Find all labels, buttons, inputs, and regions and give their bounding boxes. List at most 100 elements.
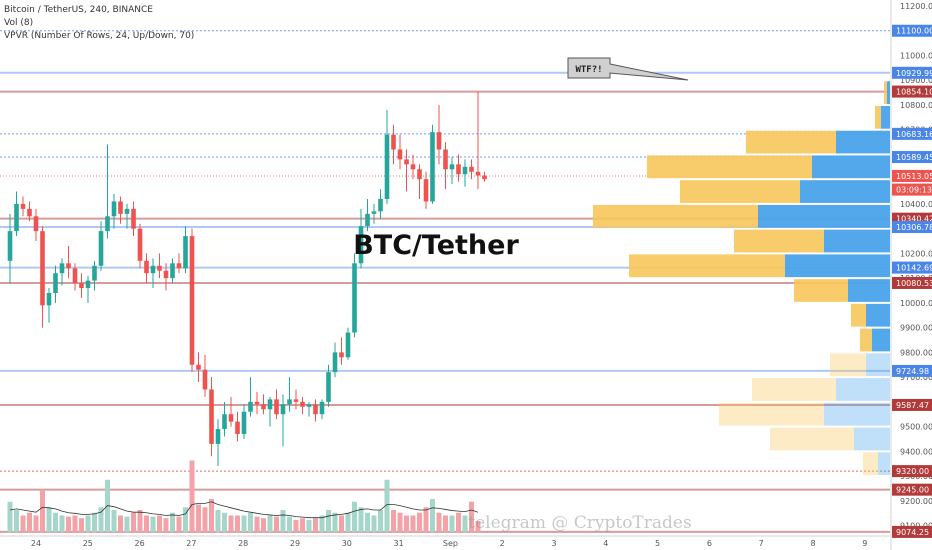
price-level-label: 10513.05 — [896, 172, 932, 181]
candle-body — [183, 236, 188, 269]
chart-legend: Bitcoin / TetherUS, 240, BINANCE Vol (8)… — [4, 4, 194, 43]
candle-body — [92, 265, 97, 281]
volume-bar — [423, 507, 429, 532]
vpvr-down-bar — [881, 105, 890, 129]
x-tick-label: 4 — [603, 539, 608, 548]
volume-bar — [228, 515, 234, 532]
x-tick-label: Sep — [443, 539, 458, 548]
candle-body — [27, 208, 32, 217]
x-tick-label: 26 — [135, 539, 145, 548]
y-tick-label: 9700.00 — [900, 373, 932, 382]
volume-bar — [384, 479, 390, 532]
candle-body — [462, 166, 468, 175]
countdown-label: 03:09:13 — [896, 186, 932, 195]
volume-bar — [85, 515, 91, 532]
price-level-badge — [892, 261, 932, 274]
vpvr-down-bar — [866, 353, 890, 377]
volume-bar — [319, 515, 325, 532]
price-level-badge — [892, 127, 932, 140]
volume-bar — [40, 490, 45, 532]
vpvr-up-bar — [746, 130, 836, 154]
candle-body — [391, 134, 396, 150]
volume-bar — [7, 501, 13, 532]
price-level-label: 10306.78 — [896, 223, 932, 232]
symbol-legend[interactable]: Bitcoin / TetherUS, 240, BINANCE — [4, 5, 153, 15]
vpvr-legend[interactable]: VPVR (Number Of Rows, 24, Up/Down, 70) — [4, 31, 195, 41]
volume-bar — [261, 518, 266, 532]
vpvr-down-bar — [872, 328, 890, 352]
vpvr-up-bar — [752, 378, 836, 401]
candle-body — [157, 265, 162, 271]
vpvr-up-bar — [863, 452, 878, 476]
vpvr-down-bar — [836, 378, 890, 401]
vpvr-down-bar — [848, 279, 890, 302]
candle-body — [423, 179, 429, 202]
vpvr-up-bar — [734, 229, 824, 253]
vpvr-up-bar — [851, 303, 866, 327]
candle-body — [300, 401, 305, 407]
price-level-badge — [892, 465, 932, 478]
volume-bar — [163, 518, 169, 532]
candle-body — [14, 203, 19, 232]
vpvr-up-bar — [680, 180, 800, 203]
candle-body — [176, 263, 182, 269]
volume-bar — [462, 515, 468, 532]
candle-body — [293, 399, 299, 402]
volume-bar — [124, 516, 130, 532]
price-level-label: 9245.00 — [896, 486, 929, 495]
candle-body — [40, 231, 45, 306]
price-level-label: 10080.53 — [896, 279, 932, 288]
x-tick-label: 8 — [810, 539, 815, 548]
candle-body — [404, 159, 409, 165]
vpvr-up-bar — [647, 155, 812, 179]
volume-bar — [131, 512, 136, 532]
candle-body — [248, 401, 253, 412]
candle-body — [196, 364, 201, 370]
volume-bar — [339, 515, 344, 532]
volume-legend[interactable]: Vol (8) — [4, 18, 34, 28]
vpvr-up-bar — [794, 279, 848, 302]
countdown-badge — [892, 183, 932, 196]
candle-body — [241, 411, 247, 435]
vpvr-down-bar — [800, 180, 890, 203]
candle-body — [475, 171, 481, 176]
candle-body — [79, 283, 84, 289]
volume-bar — [449, 515, 455, 532]
price-level-badge — [892, 525, 932, 538]
candle-body — [163, 270, 169, 279]
vpvr-up-bar — [593, 204, 758, 228]
candle-body — [365, 213, 370, 227]
vpvr-up-bar — [860, 328, 872, 352]
price-level-badge — [892, 85, 932, 98]
vpvr-up-bar — [830, 353, 866, 377]
volume-bar — [79, 518, 84, 532]
volume-bar — [436, 512, 442, 532]
x-tick-label: 25 — [83, 539, 93, 548]
x-tick-label: 31 — [394, 539, 404, 548]
volume-bar — [92, 512, 97, 532]
price-level-label: 9724.98 — [896, 367, 929, 376]
volume-bar — [33, 515, 39, 532]
volume-bar — [202, 507, 208, 532]
price-level-badge — [892, 151, 932, 164]
y-tick-label: 9800.00 — [900, 348, 932, 357]
volume-bar — [196, 504, 201, 532]
y-tick-label: 10200.00 — [900, 249, 932, 258]
price-level-badge — [892, 24, 932, 37]
volume-bar — [267, 515, 273, 532]
volume-bar — [287, 516, 292, 532]
volume-bar — [365, 512, 370, 532]
candle-body — [209, 389, 214, 444]
candle-body — [137, 228, 143, 261]
price-level-badge — [892, 483, 932, 496]
vpvr-down-bar — [812, 155, 890, 179]
y-tick-label: 11200.00 — [900, 2, 932, 11]
vpvr-up-bar — [770, 427, 854, 451]
volume-bar — [144, 515, 149, 532]
volume-bar — [235, 515, 240, 532]
price-level-badge — [892, 364, 932, 377]
watermark-text: telegram @ CryptoTrades — [468, 513, 691, 533]
volume-bar — [14, 510, 19, 532]
candle-body — [228, 414, 234, 422]
